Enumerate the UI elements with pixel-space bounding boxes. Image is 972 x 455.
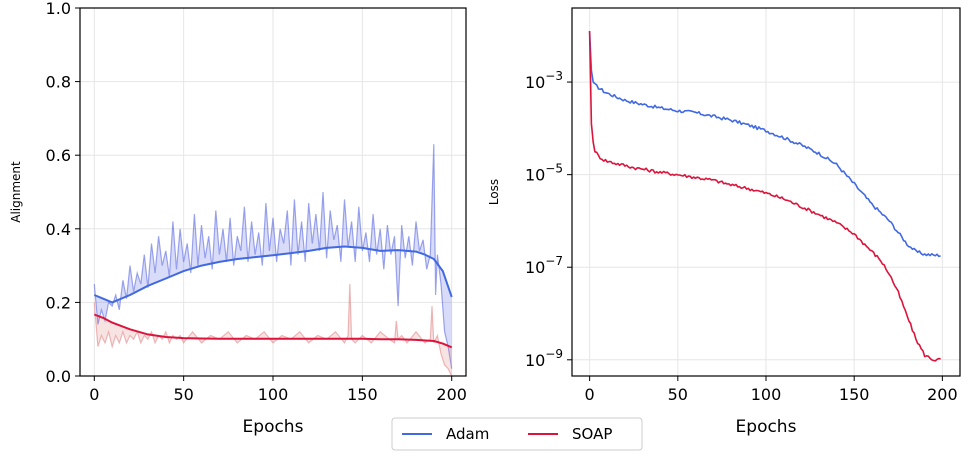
right-x-tick-label: 100 — [751, 385, 782, 404]
right-x-tick-label: 0 — [585, 385, 595, 404]
right-adam-loss-line — [588, 31, 941, 258]
left-soap-smoothed-line — [93, 313, 453, 349]
left-x-tick-label: 0 — [89, 385, 99, 404]
legend-label-soap: SOAP — [572, 425, 612, 443]
left-y-tick-label: 0.0 — [46, 367, 71, 386]
right-y-tick-label: 10−9 — [525, 347, 563, 370]
left-y-tick-label: 0.4 — [46, 220, 71, 239]
left-adam-raw-line — [93, 144, 453, 369]
right-y-tick-label: 10−7 — [525, 254, 563, 277]
legend-box — [391, 417, 643, 451]
left-alignment-chart: 0 50 100 150 200 0.0 0.2 0.4 0.6 0.8 1.0 Epochs Al… — [9, 0, 467, 437]
left-y-tick-label: 0.2 — [46, 293, 71, 312]
right-y-tick-label: 10−3 — [525, 69, 563, 92]
left-adam-smoothed-line — [93, 245, 453, 304]
right-loss-chart: 0 50 100 150 200 10−3 10−5 10−7 10−9 Epochs Loss — [487, 7, 961, 437]
right-x-axis-label: Epochs — [736, 417, 797, 437]
left-x-tick-label: 150 — [347, 385, 378, 404]
right-x-tick-label: 50 — [668, 385, 688, 404]
right-x-tick-label: 150 — [839, 385, 870, 404]
legend-label-adam: Adam — [446, 425, 489, 443]
right-y-axis-label: Loss — [487, 179, 501, 205]
left-x-axis-label: Epochs — [243, 417, 304, 437]
left-x-tick-label: 100 — [258, 385, 289, 404]
left-y-tick-label: 0.6 — [46, 146, 71, 165]
right-soap-loss-line — [588, 31, 941, 362]
left-y-axis-label: Alignment — [9, 161, 23, 223]
right-x-tick-label: 200 — [927, 385, 958, 404]
right-y-tick-label: 10−5 — [525, 162, 563, 185]
left-x-tick-label: 50 — [173, 385, 193, 404]
left-adam-band — [94, 144, 452, 369]
left-y-tick-label: 0.8 — [46, 73, 71, 92]
left-y-tick-label: 1.0 — [46, 0, 71, 18]
left-x-tick-label: 200 — [436, 385, 467, 404]
legend: Adam SOAP — [391, 417, 643, 451]
